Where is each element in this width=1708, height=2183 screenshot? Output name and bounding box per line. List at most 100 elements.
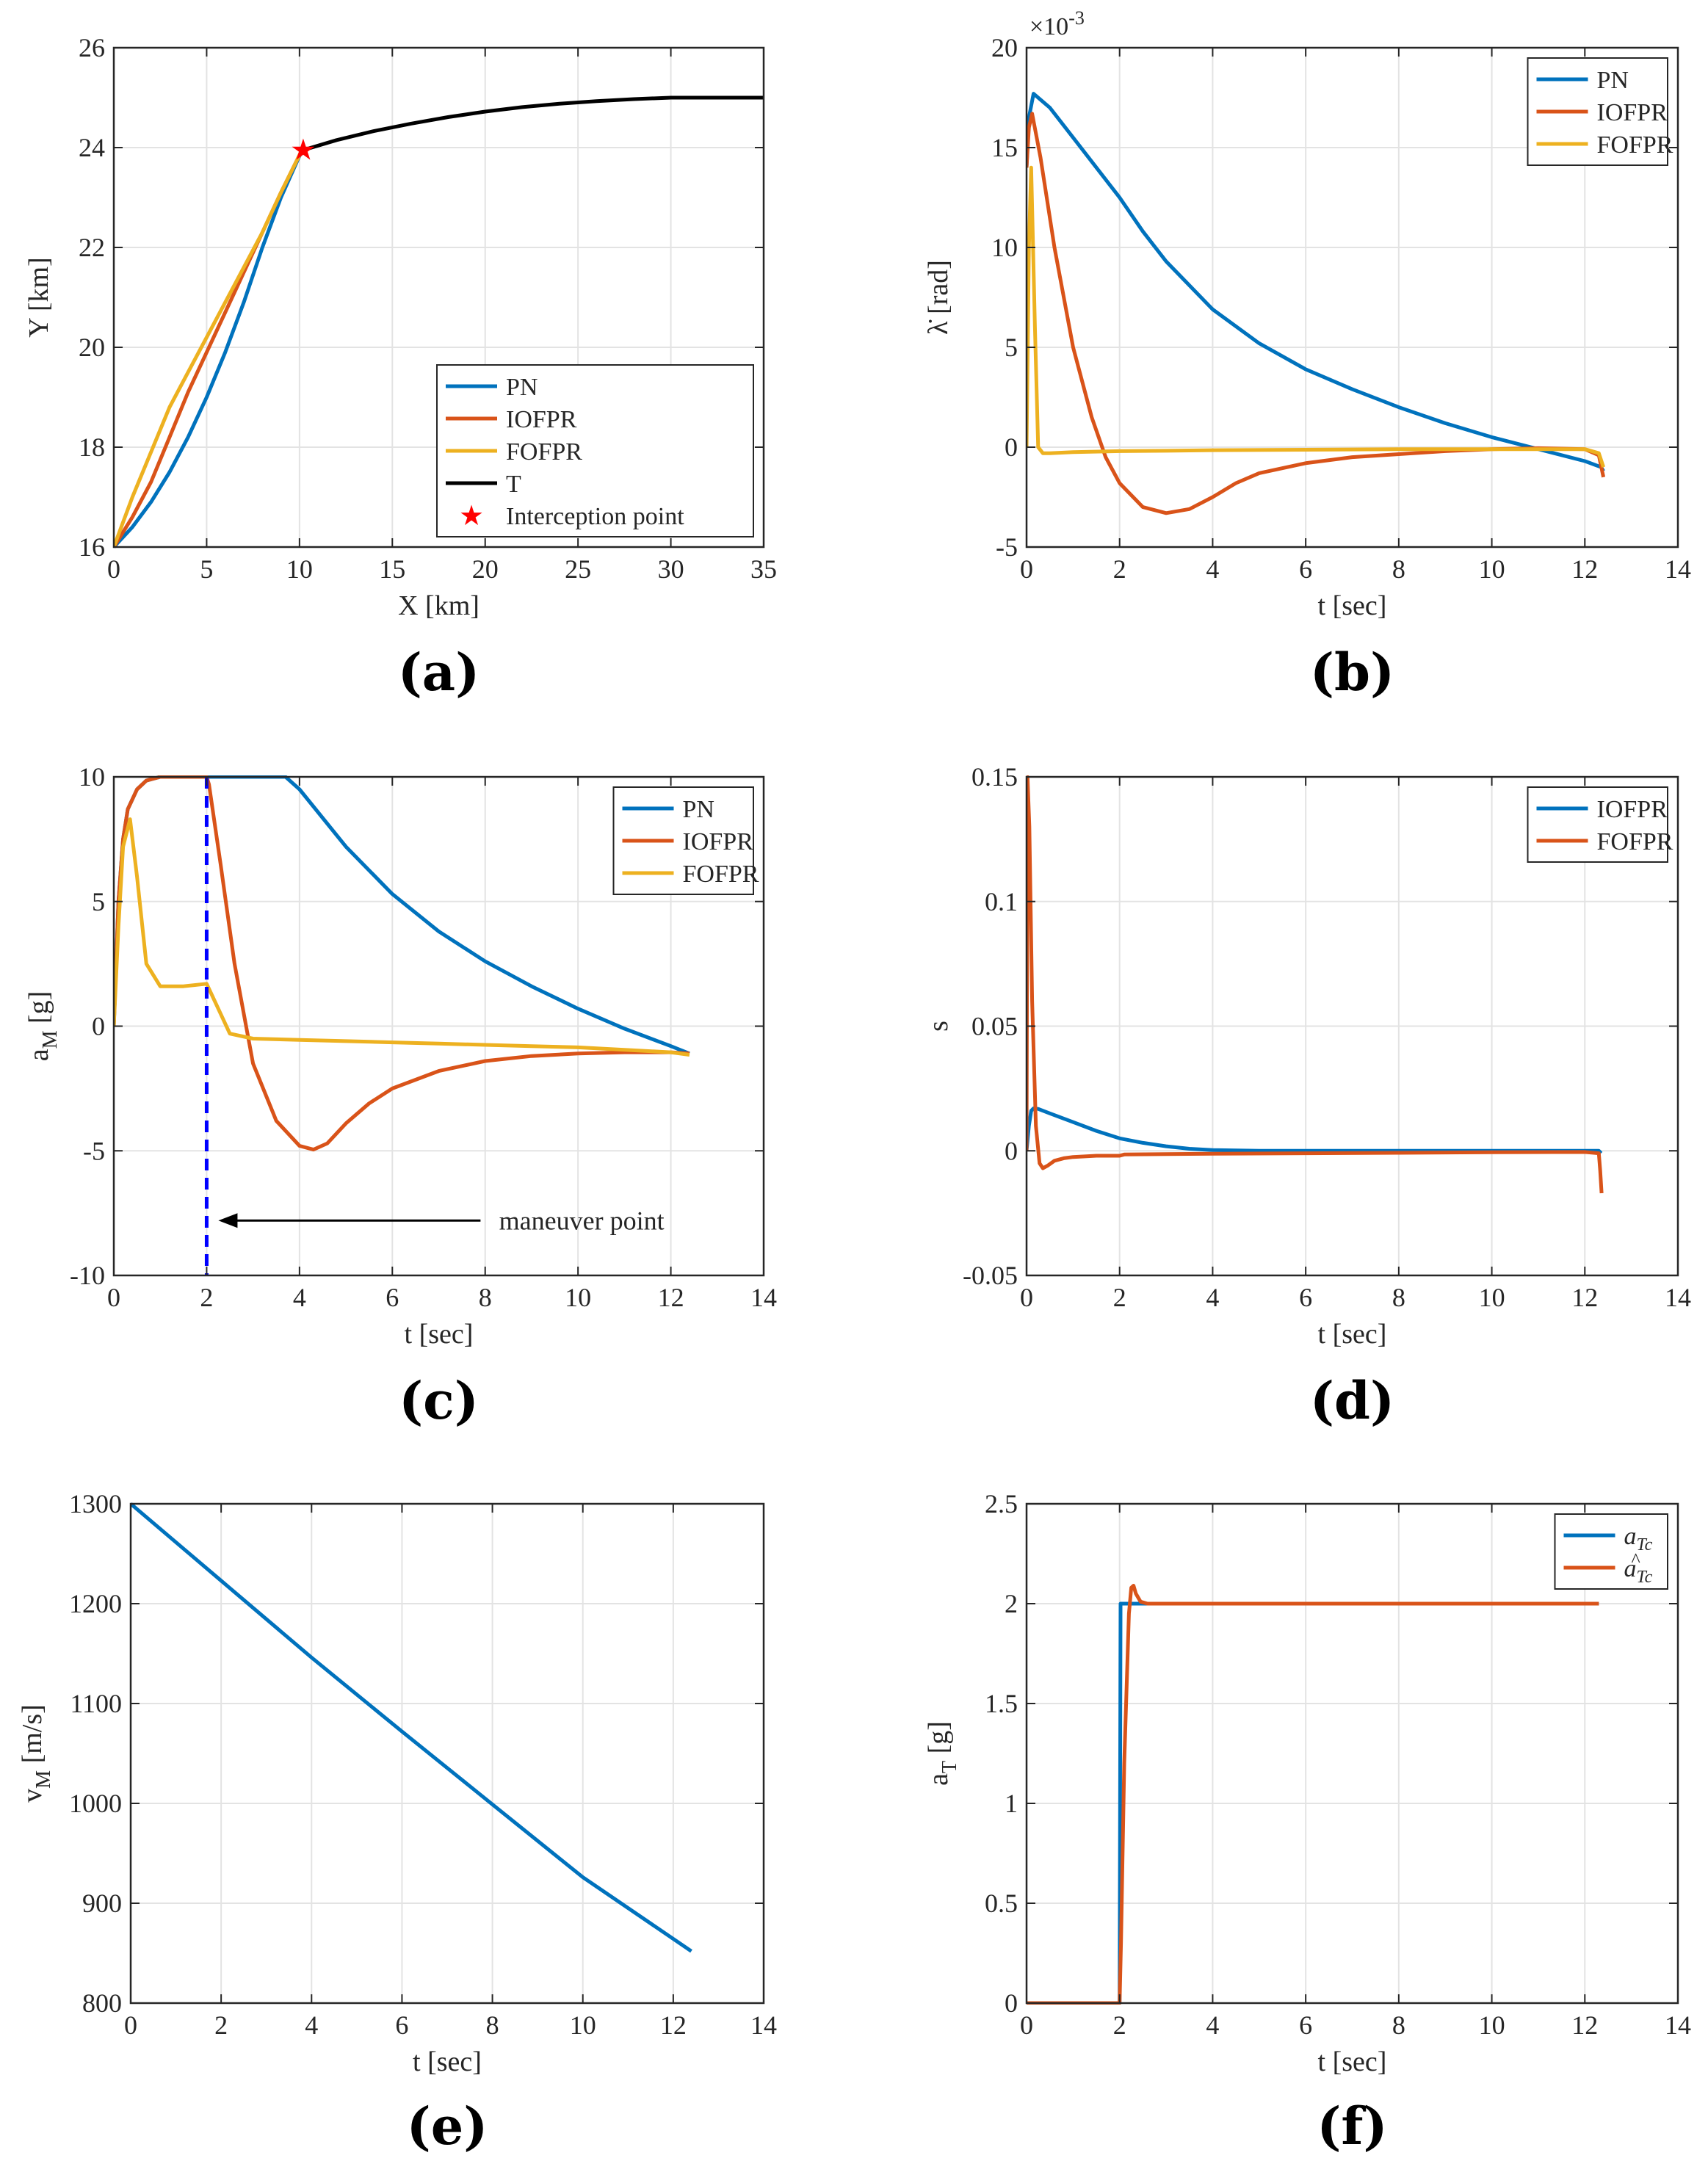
legend-label-subscript: Tc xyxy=(1637,1535,1653,1554)
tick-label-x: 12 xyxy=(1571,2010,1598,2040)
axes-box xyxy=(129,1502,765,2005)
tick-label-x: 2 xyxy=(1113,554,1126,584)
legend-label: aTc xyxy=(1624,1523,1653,1554)
legend-label: PN xyxy=(683,796,714,823)
tick-label-x: 2 xyxy=(200,1283,213,1312)
x-axis-label: t [sec] xyxy=(413,2046,482,2077)
legend-label: IOFPR xyxy=(1597,99,1668,126)
x-axis-label: X [km] xyxy=(398,590,480,621)
x-axis-label: t [sec] xyxy=(1318,590,1387,621)
tick-label-x: 14 xyxy=(1665,2010,1691,2040)
tick-label-x: 6 xyxy=(1299,1283,1312,1312)
axis-exponent-label: ×10-3 xyxy=(1029,7,1085,40)
legend-label-text: a xyxy=(1624,1555,1637,1582)
tick-label-x: 12 xyxy=(658,1283,684,1312)
tick-label-y: 26 xyxy=(79,33,105,62)
tick-label-y: 1.5 xyxy=(985,1689,1018,1718)
tick-label-x: 2 xyxy=(214,2010,228,2040)
tick-label-y: 0 xyxy=(1005,1136,1018,1165)
tick-label-x: 14 xyxy=(1665,554,1691,584)
tick-label-y: -5 xyxy=(83,1136,105,1165)
y-axis-label-unit: [m/s] xyxy=(17,1704,48,1770)
legend-box xyxy=(1554,1513,1668,1590)
legend-label: FOFPR xyxy=(1597,828,1673,855)
series-line-fofpr xyxy=(1027,775,1604,1194)
x-axis-label: t [sec] xyxy=(405,1319,474,1350)
x-axis-label: t [sec] xyxy=(1318,1319,1387,1350)
panel-c: maneuver point 0 2 4 6 8 10 12 14 -10 -5 0 5 10 t [sec… xyxy=(23,762,777,1431)
tick-label-y: 2 xyxy=(1005,1589,1018,1618)
tick-label-x: 4 xyxy=(1206,554,1219,584)
tick-label-x: 10 xyxy=(1479,1283,1505,1312)
tick-label-x: 4 xyxy=(293,1283,306,1312)
tick-label-y: 22 xyxy=(79,233,105,262)
tick-label-x: 20 xyxy=(472,554,499,584)
tick-label-x: 12 xyxy=(1571,1283,1598,1312)
tick-label-x: 10 xyxy=(570,2010,596,2040)
tick-label-y: 15 xyxy=(991,133,1018,162)
tick-label-y: 1100 xyxy=(70,1689,122,1718)
legend-label: Interception point xyxy=(506,503,684,530)
series-line-a-hat xyxy=(1027,1584,1599,2005)
tick-label-x: 0 xyxy=(107,554,120,584)
tick-label-y: 20 xyxy=(79,333,105,362)
tick-label-y: 1 xyxy=(1005,1789,1018,1818)
tick-label-x: 0 xyxy=(1020,554,1033,584)
tick-label-y: 0.05 xyxy=(971,1012,1018,1041)
tick-label-y: 5 xyxy=(1005,333,1018,362)
tick-label-y: 1300 xyxy=(69,1489,122,1518)
legend-label: aTc xyxy=(1624,1555,1653,1587)
y-axis-label-subscript: T xyxy=(938,1761,961,1773)
legend-label: IOFPR xyxy=(1597,796,1668,823)
legend-marker: ★ xyxy=(459,501,484,532)
tick-label-y: 0.5 xyxy=(985,1889,1018,1918)
tick-label-x: 5 xyxy=(200,554,213,584)
legend-box xyxy=(1527,786,1668,863)
tick-label-x: 4 xyxy=(305,2010,318,2040)
tick-label-y: 0 xyxy=(1005,1988,1018,2018)
y-axis-label-main: a xyxy=(923,1773,954,1786)
tick-label-y: 900 xyxy=(82,1889,122,1918)
tick-label-y: 2.5 xyxy=(985,1489,1018,1518)
y-axis-label-unit: [g] xyxy=(23,991,54,1031)
tick-label-x: 0 xyxy=(1020,1283,1033,1312)
legend-label-text: FOFPR xyxy=(1597,131,1673,159)
panel-label: (d) xyxy=(1310,1370,1394,1431)
tick-label-x: 4 xyxy=(1206,1283,1219,1312)
tick-label-y: 24 xyxy=(79,133,105,162)
y-axis-label-main: a xyxy=(23,1049,54,1061)
legend-label-subscript: Tc xyxy=(1637,1568,1653,1587)
tick-label-x: 10 xyxy=(565,1283,591,1312)
axis-exponent-base: ×10 xyxy=(1029,13,1068,40)
annotation-text: maneuver point xyxy=(499,1206,665,1235)
y-axis-label: λ̇ [rad] xyxy=(923,260,954,335)
tick-label-y: 20 xyxy=(991,33,1018,62)
series-line-pn xyxy=(1027,92,1605,472)
tick-label-x: 8 xyxy=(1392,554,1405,584)
tick-label-y: 0.15 xyxy=(971,762,1018,792)
legend-label: FOFPR xyxy=(506,438,582,466)
legend-label-text: PN xyxy=(1597,67,1629,94)
series-line-fofpr xyxy=(1027,165,1605,468)
tick-label-y: 0.1 xyxy=(985,887,1018,916)
tick-label-x: 12 xyxy=(660,2010,687,2040)
legend: IOFPR FOFPR xyxy=(1527,786,1673,863)
tick-label-y: 16 xyxy=(79,532,105,562)
legend-label-text: IOFPR xyxy=(506,406,577,433)
tick-label-x: 10 xyxy=(286,554,313,584)
tick-label-x: 0 xyxy=(124,2010,137,2040)
series-line-v-m xyxy=(131,1502,692,1953)
y-axis-label: s xyxy=(923,1021,954,1032)
tick-label-y: 0 xyxy=(1005,432,1018,462)
y-axis-label: vM [m/s] xyxy=(17,1704,55,1803)
tick-label-x: 30 xyxy=(658,554,684,584)
tick-label-y: 10 xyxy=(991,233,1018,262)
y-axis-label: aT [g] xyxy=(923,1721,961,1786)
legend-label-text: PN xyxy=(506,374,538,401)
x-axis-label: t [sec] xyxy=(1318,2046,1387,2077)
tick-label-y: 10 xyxy=(79,762,105,792)
y-axis-label-main: v xyxy=(17,1789,48,1803)
tick-label-y: -5 xyxy=(996,532,1018,562)
